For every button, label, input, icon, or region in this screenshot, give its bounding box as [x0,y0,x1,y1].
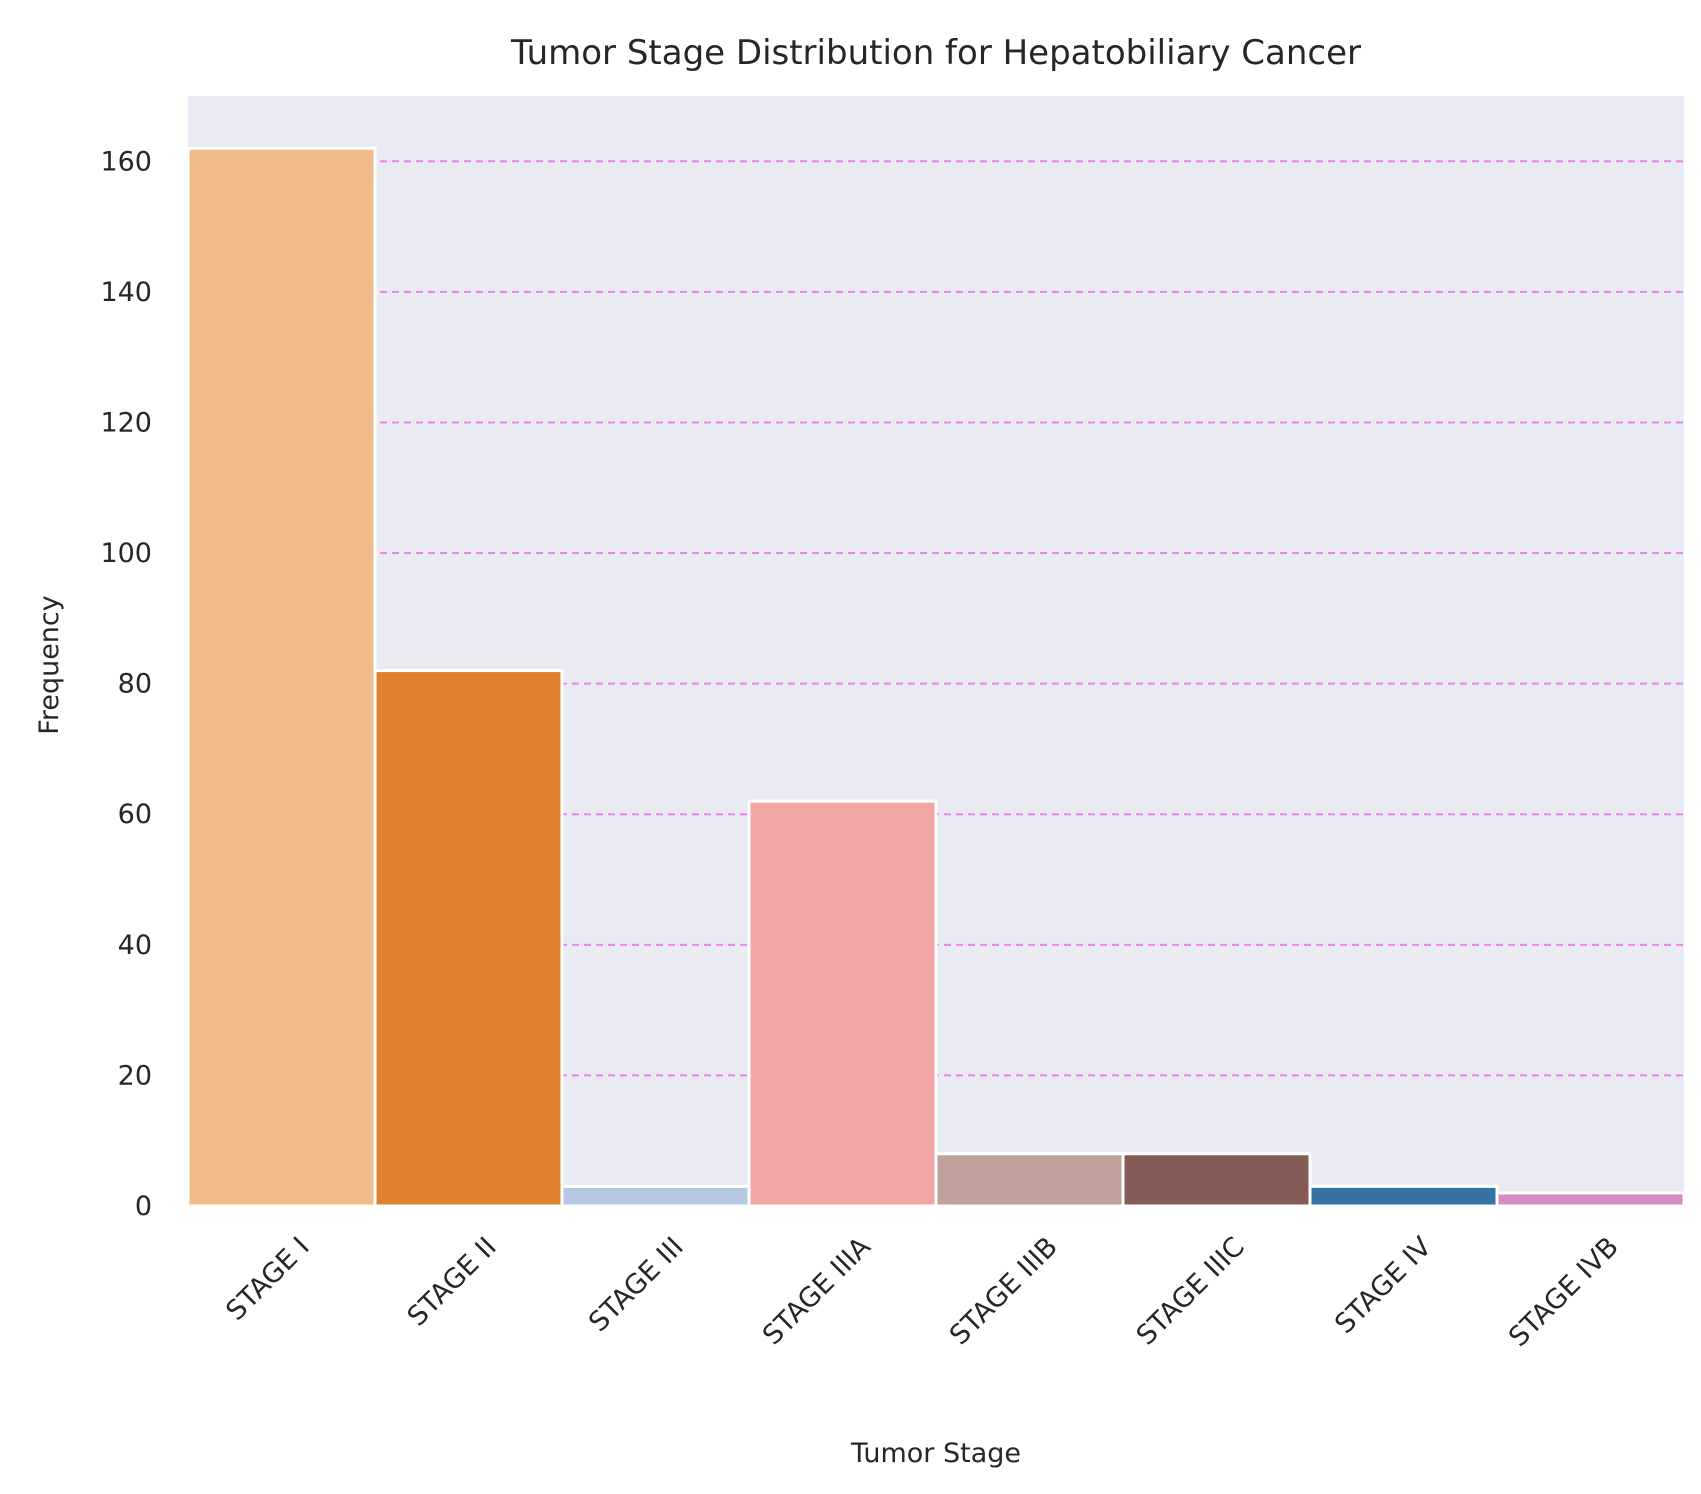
y-tick-label: 100 [100,538,152,569]
y-tick-label: 160 [100,146,152,177]
x-tick-label: STAGE IIIC [1131,1231,1251,1351]
x-tick-label: STAGE IVB [1503,1231,1625,1353]
x-tick-label: STAGE IV [1329,1231,1438,1340]
x-tick-label: STAGE II [402,1231,503,1332]
x-tick-label: STAGE I [220,1231,316,1327]
y-axis-label: Frequency [34,595,65,735]
x-tick-label: STAGE IIIA [757,1231,877,1351]
bar [747,799,938,1208]
y-axis-ticks: 0 20 40 60 80 100 120 140 160 [100,146,152,1222]
y-tick-label: 80 [118,669,152,700]
x-axis-ticks: STAGE I STAGE II STAGE III STAGE IIIA STAGE … [220,1231,1625,1353]
chart-title: Tumor Stage Distribution for Hepatobilia… [510,33,1361,73]
bars [186,146,1686,1208]
bar [373,669,564,1208]
bar [1308,1184,1499,1208]
y-tick-label: 120 [100,407,152,438]
bar [1121,1152,1312,1208]
y-tick-label: 140 [100,277,152,308]
bar [934,1152,1125,1208]
y-tick-label: 20 [118,1060,152,1091]
x-tick-label: STAGE IIIB [944,1231,1064,1351]
y-tick-label: 60 [118,799,152,830]
bar [1495,1191,1686,1208]
bar [560,1184,751,1208]
x-axis-label: Tumor Stage [850,1438,1021,1469]
y-tick-label: 0 [135,1191,152,1222]
y-tick-label: 40 [118,930,152,961]
x-tick-label: STAGE III [583,1231,690,1338]
bar [186,146,377,1208]
